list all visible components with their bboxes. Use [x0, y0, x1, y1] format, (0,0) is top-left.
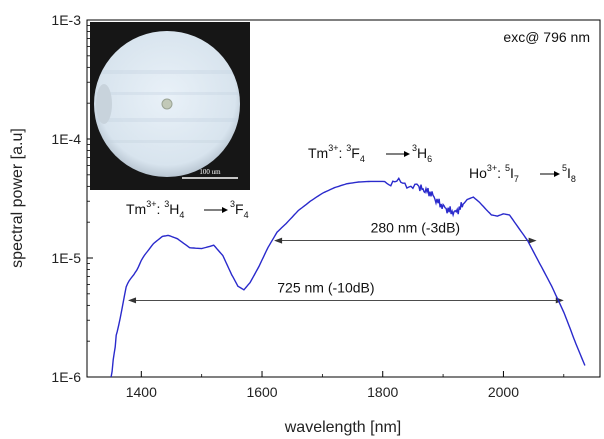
- bandwidth-3db-arrow-right: [528, 237, 537, 244]
- x-tick-label: 1600: [246, 384, 277, 400]
- annotation-ho-5i7: Ho3+: 5I7 5I8: [469, 163, 576, 184]
- y-tick-label: 1E-6: [51, 369, 81, 385]
- annotation-tm-3h4: Tm3+: 3H4 3F4: [126, 199, 249, 220]
- excitation-label: exc@ 796 nm: [503, 29, 590, 45]
- x-axis: 1400 1600 1800 2000: [126, 371, 565, 400]
- y-tick-label: 1E-3: [51, 12, 81, 28]
- y-tick-label: 1E-4: [51, 131, 81, 147]
- scale-bar-label: 100 um: [199, 168, 221, 176]
- y-tick-label: 1E-5: [51, 250, 81, 266]
- bandwidth-10db-label: 725 nm (-10dB): [277, 279, 374, 295]
- svg-text:Ho3+: 5I7: Ho3+: 5I7: [469, 163, 519, 184]
- y-axis-title: spectral power [a.u]: [9, 128, 26, 268]
- annotation-tm-3f4: Tm3+: 3F4 3H6: [308, 143, 432, 164]
- x-axis-title: wavelength [nm]: [284, 419, 402, 436]
- y-axis: 1E-6 1E-5 1E-4 1E-3: [51, 12, 93, 385]
- x-tick-label: 1400: [126, 384, 157, 400]
- svg-text:3H6: 3H6: [412, 143, 432, 164]
- x-tick-label: 1800: [367, 384, 398, 400]
- fiber-micrograph-inset: 100 um: [90, 22, 250, 190]
- x-tick-label: 2000: [488, 384, 519, 400]
- bandwidth-3db-label: 280 nm (-3dB): [371, 220, 460, 236]
- series-line: [110, 176, 586, 378]
- bandwidth-arrows: [128, 237, 564, 304]
- bandwidth-3db-arrow-left: [274, 237, 283, 244]
- svg-text:3F4: 3F4: [230, 199, 249, 220]
- svg-text:Tm3+: 3F4: Tm3+: 3F4: [308, 143, 365, 164]
- svg-text:5I8: 5I8: [562, 163, 576, 184]
- bandwidth-10db-arrow-left: [128, 297, 137, 304]
- svg-text:Tm3+: 3H4: Tm3+: 3H4: [126, 199, 184, 220]
- fiber-core: [161, 98, 173, 110]
